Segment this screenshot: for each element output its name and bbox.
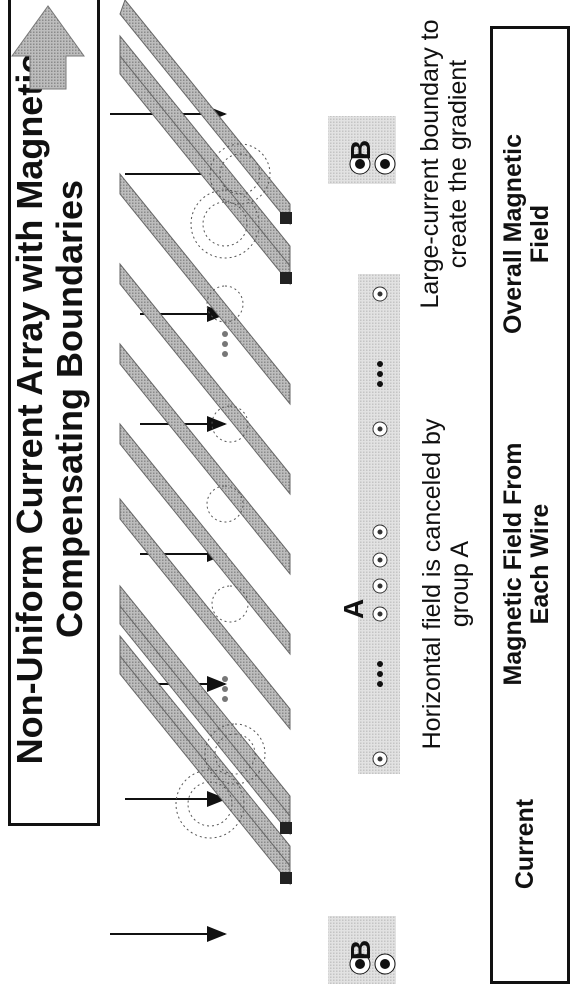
group-a-band (358, 274, 400, 774)
wire-end-cap (280, 212, 292, 224)
group-b-right-label: B (345, 116, 377, 184)
legend-overall-field-label: Overall Magnetic Field (500, 104, 554, 364)
wire-end-cap (280, 872, 292, 884)
group-a-note: Horizontal field is canceled by group A (418, 389, 474, 779)
wire-bar (120, 36, 290, 266)
legend-current-label: Current (512, 764, 539, 924)
legend-wire-field-label: Magnetic Field From Each Wire (500, 434, 554, 694)
wire-bar (120, 636, 290, 866)
wire-bar (120, 54, 290, 284)
wire-bars (120, 0, 292, 884)
group-b-left-label: B (345, 916, 377, 984)
wire-bar (120, 0, 290, 224)
group-b-note: Large-current boundary to create the gra… (416, 0, 472, 329)
overall-field-arrow (12, 6, 84, 89)
wire-end-cap (280, 822, 292, 834)
wire-end-cap (280, 272, 292, 284)
group-a-label: A (338, 599, 370, 619)
